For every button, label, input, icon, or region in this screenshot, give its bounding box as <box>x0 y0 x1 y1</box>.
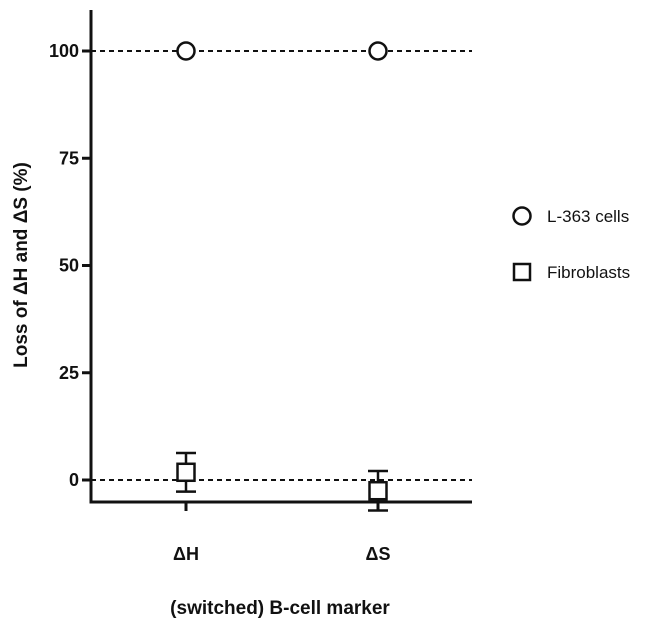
legend-item-1: Fibroblasts <box>512 262 630 282</box>
point-square-1 <box>368 480 388 501</box>
x-tick-label-0: ΔH <box>173 544 199 564</box>
legend-square-marker <box>512 262 532 282</box>
y-tick-label-75: 75 <box>59 148 79 168</box>
legend-item-0: L-363 cells <box>512 206 629 226</box>
data-points <box>176 41 388 501</box>
y-tick-label-50: 50 <box>59 256 79 276</box>
x-axis-title: (switched) B-cell marker <box>170 598 390 619</box>
legend: L-363 cells Fibroblasts <box>512 206 630 282</box>
legend-circle-marker <box>512 206 532 226</box>
axes <box>89 10 472 504</box>
reference-lines <box>91 50 472 481</box>
y-tick-label-25: 25 <box>59 363 79 383</box>
y-axis-title: Loss of ΔH and ΔS (%) <box>11 162 32 368</box>
legend-label-0: L-363 cells <box>547 207 629 226</box>
point-circle-0 <box>176 41 196 61</box>
y-ticks: 0 25 50 75 100 <box>49 41 91 490</box>
error-bars <box>176 451 388 512</box>
x-ticks: ΔH ΔS <box>173 502 390 564</box>
legend-label-1: Fibroblasts <box>547 263 630 282</box>
y-tick-label-0: 0 <box>69 470 79 490</box>
point-square-0 <box>176 462 196 483</box>
point-circle-1 <box>368 41 388 61</box>
x-tick-label-1: ΔS <box>366 544 391 564</box>
y-tick-label-100: 100 <box>49 41 79 61</box>
